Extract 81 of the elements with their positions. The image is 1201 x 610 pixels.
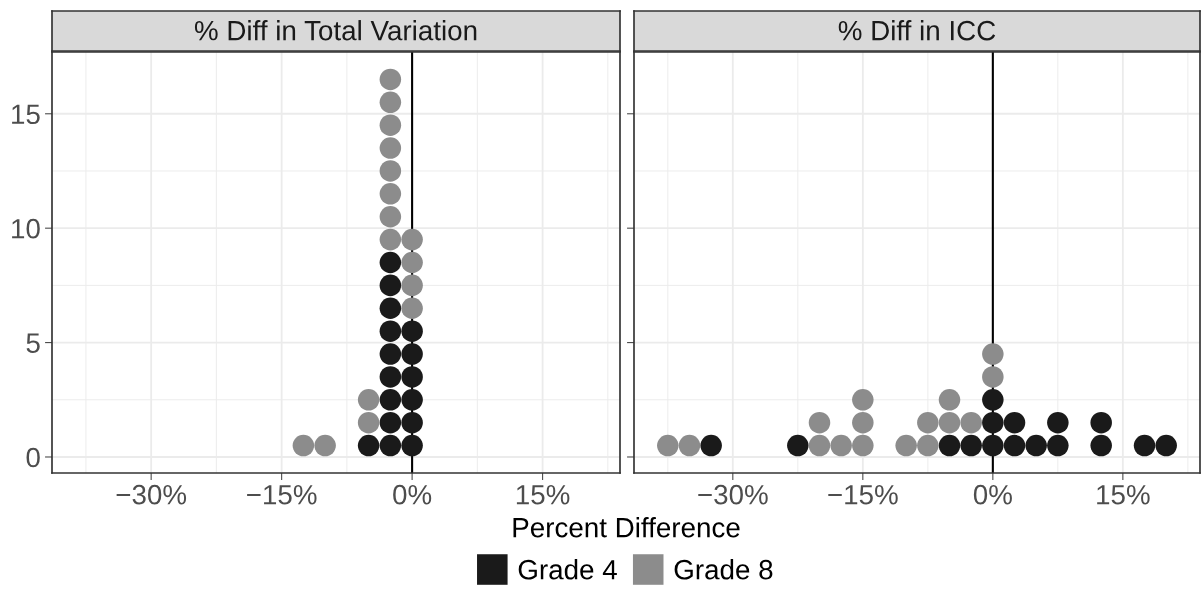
point: [1047, 411, 1069, 434]
point: [1155, 434, 1177, 457]
point: [960, 434, 982, 457]
point: [401, 411, 423, 434]
x-tick-label: −30%: [698, 484, 768, 505]
point: [379, 228, 402, 251]
point: [982, 343, 1004, 365]
point: [982, 411, 1004, 434]
y-tick-label: 5: [26, 333, 40, 353]
point: [960, 411, 982, 434]
point: [379, 114, 402, 136]
point: [938, 434, 961, 457]
point: [401, 434, 423, 457]
point: [938, 411, 961, 434]
point: [357, 411, 380, 434]
point: [1047, 434, 1069, 457]
point: [357, 389, 380, 411]
x-tick-label: −30%: [116, 484, 187, 505]
point: [401, 297, 423, 320]
point: [401, 366, 423, 388]
point: [1025, 434, 1047, 457]
y-tick-label: 15: [12, 104, 40, 125]
point: [379, 137, 402, 159]
point: [401, 274, 423, 297]
point: [982, 434, 1004, 457]
point: [1090, 434, 1112, 457]
point: [808, 411, 831, 434]
point: [1003, 434, 1026, 457]
point: [379, 343, 402, 365]
point: [379, 366, 402, 388]
point: [917, 434, 939, 457]
chart-title: % Diff in Total Variation: [194, 20, 477, 41]
point: [852, 434, 874, 457]
point: [982, 389, 1004, 411]
point: [379, 160, 402, 182]
point: [787, 434, 809, 457]
point: [379, 205, 402, 228]
point: [379, 297, 402, 320]
point: [379, 68, 402, 91]
point: [678, 434, 701, 457]
point: [852, 411, 874, 434]
point: [379, 320, 402, 342]
legend-label: Grade 8: [674, 559, 773, 580]
legend-label: Grade 4: [518, 559, 617, 580]
point: [1003, 411, 1026, 434]
point: [379, 183, 402, 205]
point: [917, 411, 939, 434]
point: [895, 434, 917, 457]
point: [401, 228, 423, 251]
point: [401, 320, 423, 342]
point: [830, 434, 852, 457]
point: [657, 434, 679, 457]
point: [1133, 434, 1156, 457]
x-tick-label: 15%: [1097, 484, 1150, 505]
point: [379, 411, 402, 434]
point: [401, 389, 423, 411]
x-axis-title: Percent Difference: [513, 517, 740, 538]
point: [379, 434, 402, 457]
point: [1090, 411, 1112, 434]
point: [357, 434, 380, 457]
point: [982, 366, 1004, 388]
point: [379, 91, 402, 114]
point: [852, 389, 874, 411]
x-tick-label: −15%: [828, 484, 898, 505]
x-tick-label: 0%: [973, 484, 1012, 505]
x-tick-label: 0%: [393, 484, 432, 505]
y-tick-label: 0: [26, 447, 40, 468]
point: [401, 343, 423, 365]
point: [379, 389, 402, 411]
point: [314, 434, 336, 457]
point: [379, 251, 402, 274]
point: [808, 434, 831, 457]
point: [292, 434, 315, 457]
y-tick-label: 10: [12, 218, 40, 239]
x-tick-label: 15%: [516, 484, 570, 505]
point: [379, 274, 402, 297]
point: [700, 434, 722, 457]
point: [401, 251, 423, 274]
x-tick-label: −15%: [247, 484, 317, 505]
chart-title: % Diff in ICC: [838, 20, 996, 41]
point: [938, 389, 961, 411]
